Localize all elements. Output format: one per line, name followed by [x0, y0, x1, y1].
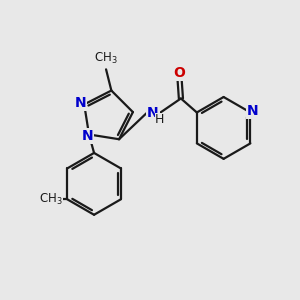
- Text: O: O: [173, 66, 185, 80]
- Text: N: N: [147, 106, 159, 120]
- Text: CH$_3$: CH$_3$: [94, 51, 118, 66]
- Text: H: H: [155, 113, 164, 126]
- Text: N: N: [75, 96, 86, 110]
- Text: N: N: [82, 129, 93, 143]
- Text: CH$_3$: CH$_3$: [39, 192, 63, 207]
- Text: N: N: [247, 104, 259, 118]
